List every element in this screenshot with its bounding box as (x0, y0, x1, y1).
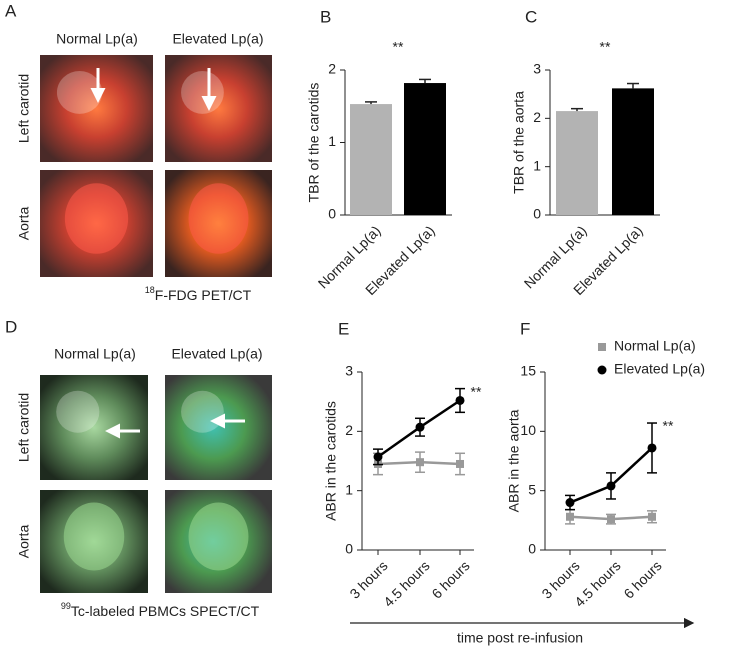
bar (350, 104, 392, 215)
y-tick-label: 1 (533, 157, 541, 173)
point (416, 458, 424, 467)
aorta-shape (188, 502, 249, 571)
y-tick-label: 5 (528, 481, 536, 497)
panel-label: D (5, 317, 17, 336)
point (647, 443, 657, 453)
aorta-shape (188, 183, 249, 254)
bar (612, 88, 654, 215)
y-tick-label: 0 (345, 541, 353, 557)
carotid-shape (181, 71, 224, 114)
significance: ** (600, 39, 611, 55)
scan-image (165, 375, 272, 480)
point (373, 452, 383, 462)
caption-superscript: 99 (61, 601, 71, 611)
row-header: Left carotid (16, 74, 32, 143)
caption-text: Tc-labeled PBMCs SPECT/CT (71, 603, 260, 619)
legend-label: Elevated Lp(a) (614, 361, 705, 377)
legend-marker (598, 343, 606, 351)
point (565, 498, 575, 508)
carotid-shape (56, 71, 103, 114)
y-axis-label: TBR of the carotids (306, 83, 322, 203)
y-tick-label: 2 (345, 422, 353, 438)
point (456, 459, 464, 468)
point (455, 395, 465, 405)
y-tick-label: 2 (533, 109, 541, 125)
row-header: Left carotid (16, 393, 32, 462)
caption-superscript: 18 (145, 285, 155, 295)
significance: ** (663, 418, 674, 434)
y-tick-label: 1 (345, 481, 353, 497)
legend-label: Normal Lp(a) (614, 338, 696, 354)
point (648, 512, 656, 521)
caption-text: F-FDG PET/CT (155, 287, 252, 303)
panel-label: E (338, 319, 349, 338)
scan-image (165, 55, 272, 162)
row-header: Aorta (16, 207, 32, 241)
panel-label: F (520, 319, 530, 338)
y-axis-label: ABR in the aorta (506, 409, 522, 512)
bar (404, 83, 446, 215)
panel-label: C (525, 7, 537, 26)
aorta-shape (64, 183, 129, 254)
caption: 99Tc-labeled PBMCs SPECT/CT (61, 601, 260, 618)
point (607, 515, 615, 524)
x-tick-label: 4.5 hours (380, 557, 433, 610)
y-tick-label: 0 (533, 206, 541, 222)
y-tick-label: 2 (328, 61, 336, 77)
panel-label: B (320, 7, 331, 26)
x-tick-label: 6 hours (428, 557, 472, 601)
y-tick-label: 0 (328, 206, 336, 222)
column-header: Elevated Lp(a) (172, 31, 263, 47)
column-header: Elevated Lp(a) (171, 346, 262, 362)
y-axis-label: ABR in the carotids (323, 401, 339, 521)
y-tick-label: 3 (533, 61, 541, 77)
scan-image (40, 375, 148, 480)
y-tick-label: 10 (520, 422, 536, 438)
y-axis-label: TBR of the aorta (511, 91, 527, 194)
x-tick-label: 6 hours (620, 557, 664, 601)
point (566, 512, 574, 521)
y-tick-label: 1 (328, 133, 336, 149)
carotid-shape (181, 390, 224, 433)
y-tick-label: 15 (520, 363, 536, 379)
significance: ** (471, 383, 482, 399)
bar (556, 111, 598, 215)
time-note: time post re-infusion (457, 630, 583, 646)
caption: 18F-FDG PET/CT (145, 285, 252, 302)
column-header: Normal Lp(a) (56, 31, 138, 47)
y-tick-label: 0 (528, 541, 536, 557)
point (415, 422, 425, 432)
carotid-shape (56, 390, 100, 433)
column-header: Normal Lp(a) (54, 346, 136, 362)
legend-marker (597, 365, 607, 375)
aorta-shape (63, 502, 125, 571)
significance: ** (393, 39, 404, 55)
y-tick-label: 3 (345, 363, 353, 379)
point (606, 481, 616, 491)
row-header: Aorta (16, 525, 32, 559)
panel-label: A (5, 1, 17, 20)
